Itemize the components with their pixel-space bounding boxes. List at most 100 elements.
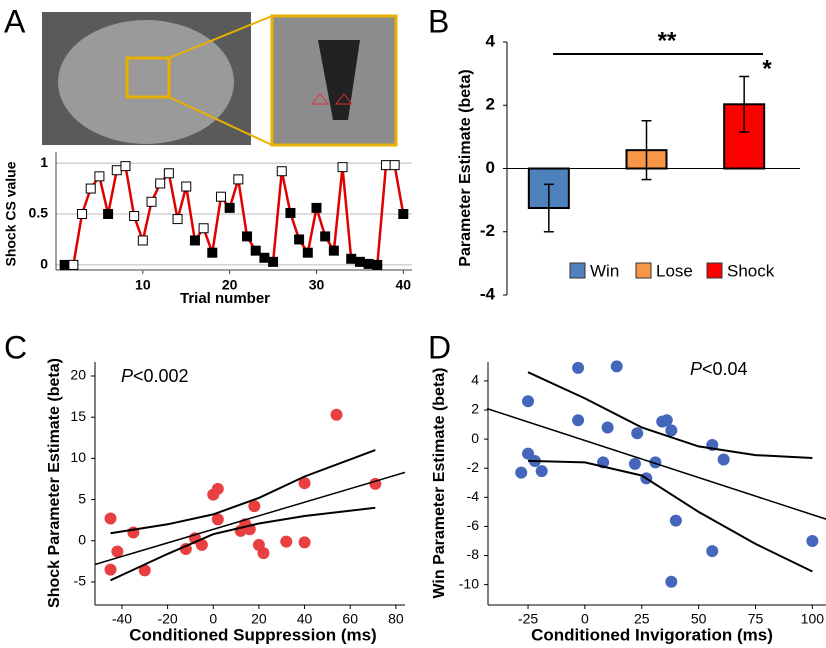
y-tick-label: 20 (70, 367, 86, 383)
legend-label: Lose (656, 261, 693, 280)
data-marker (103, 209, 114, 219)
data-point (669, 514, 682, 527)
zoom-ventricle (318, 40, 360, 120)
confidence-curve (110, 449, 376, 535)
data-marker (129, 211, 140, 222)
y-tick-label: -8 (467, 546, 480, 562)
data-marker (320, 231, 331, 242)
error-bar (641, 119, 652, 181)
data-marker (363, 258, 374, 269)
data-point (660, 414, 673, 427)
y-tick-label: 2 (471, 401, 479, 417)
data-point (179, 542, 192, 555)
data-point (717, 453, 730, 466)
data-marker (155, 178, 166, 189)
data-marker (354, 256, 365, 267)
y-tick-label: 5 (78, 490, 86, 506)
p-symbol: P (121, 366, 133, 386)
data-point (257, 547, 270, 560)
data-point (138, 564, 151, 577)
data-point (665, 424, 678, 437)
y-axis-label: Shock CS value (3, 161, 19, 266)
data-marker (389, 160, 400, 171)
x-tick-label: 30 (309, 277, 325, 293)
data-point (211, 482, 224, 495)
data-marker (137, 235, 148, 246)
y-tick-label: -2 (467, 459, 480, 475)
data-marker (285, 207, 296, 218)
x-tick-label: 20 (222, 277, 238, 293)
zoom-box (125, 56, 171, 99)
panel-letter: B (428, 3, 449, 39)
panel-letter: C (4, 329, 27, 365)
fit-line (486, 407, 826, 520)
confidence-curve (527, 459, 813, 573)
data-marker (259, 252, 270, 263)
data-marker (372, 259, 383, 270)
data-marker (215, 191, 226, 202)
x-tick-label: 80 (388, 611, 404, 627)
p-value: P<0.04 (690, 359, 748, 379)
y-tick-label: -6 (467, 517, 480, 533)
data-marker (120, 161, 131, 172)
data-marker (77, 209, 88, 219)
zoom-line (168, 96, 273, 146)
confidence-curve (527, 371, 813, 459)
zoom-line (168, 15, 273, 59)
data-point (522, 395, 535, 408)
y-tick-label: 15 (70, 408, 86, 424)
data-marker (328, 245, 339, 256)
x-tick-label: 10 (135, 277, 151, 293)
data-marker (111, 165, 122, 176)
data-point (298, 536, 311, 549)
x-tick-label: 20 (251, 611, 267, 627)
data-marker (233, 174, 244, 185)
data-marker (398, 209, 409, 219)
panel-letter: A (4, 3, 26, 39)
p-threshold: <0.04 (702, 359, 748, 379)
data-marker (380, 160, 391, 171)
error-bar (543, 183, 554, 233)
data-marker (94, 171, 105, 182)
y-axis-label: Shock Parameter Estimate (beta) (46, 358, 63, 608)
data-point (111, 545, 124, 558)
data-point (628, 457, 641, 470)
y-tick-label: 0 (486, 158, 495, 177)
data-marker (146, 196, 157, 207)
data-marker (294, 234, 305, 245)
y-tick-label: -2 (480, 221, 495, 240)
x-tick-label: -25 (518, 611, 538, 627)
x-tick-label: 60 (342, 611, 358, 627)
data-point (806, 534, 819, 547)
data-point (280, 535, 293, 548)
data-marker (224, 202, 235, 213)
y-tick-label: 1 (40, 154, 48, 170)
legend-swatch (706, 262, 723, 279)
data-point (601, 421, 614, 434)
legend-label: Shock (727, 261, 775, 280)
x-tick-label: 75 (748, 611, 764, 627)
data-point (631, 427, 644, 440)
y-tick-label: -5 (74, 573, 87, 589)
p-symbol: P (690, 359, 702, 379)
data-marker (337, 162, 348, 173)
y-tick-label: -10 (459, 575, 479, 591)
data-point (195, 538, 208, 551)
data-marker (59, 259, 70, 270)
y-axis-label: Parameter Estimate (beta) (457, 69, 474, 266)
data-point (515, 466, 528, 479)
data-point (572, 414, 585, 427)
data-marker (163, 168, 174, 179)
brain-tissue (58, 20, 234, 144)
legend-label: Win (590, 261, 619, 280)
significance-label: ** (658, 27, 677, 54)
data-marker (207, 247, 218, 258)
x-tick-label: -20 (157, 611, 177, 627)
data-point (706, 545, 719, 558)
y-tick-label: 4 (486, 31, 496, 50)
data-marker (311, 202, 322, 213)
x-tick-label: 0 (209, 611, 217, 627)
y-tick-label: -4 (480, 284, 496, 303)
confidence-curve (110, 506, 376, 582)
